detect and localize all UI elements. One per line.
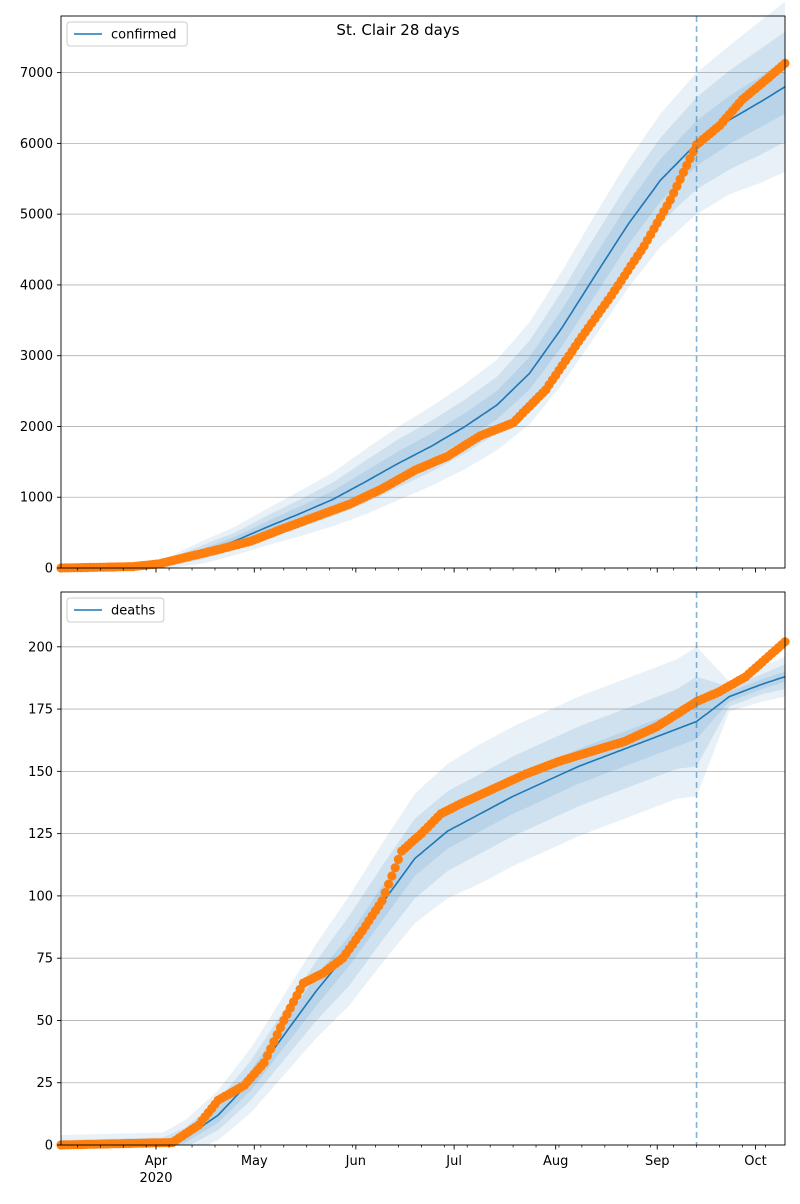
confirmed-observed-points [56,58,790,573]
confirmed-ytick-label: 1000 [20,491,53,506]
deaths-legend-label: deaths [111,604,156,619]
deaths-observed-point [387,871,397,881]
deaths-observed-point [377,896,387,906]
chart-title: St. Clair 28 days [336,21,460,39]
deaths-ytick-label: 200 [28,640,53,655]
deaths-ytick-label: 75 [36,952,53,967]
xtick-label: Apr [145,1154,168,1169]
confirmed-observed-point [682,160,692,171]
deaths-observed-point [272,1030,282,1040]
deaths-ytick-label: 150 [28,765,53,780]
deaths-ytick-label: 175 [28,703,53,718]
confirmed-observed-point [675,174,685,184]
confirmed-ytick-label: 4000 [20,278,53,293]
deaths-observed-point [269,1037,279,1047]
confirmed-observed-point [688,147,698,157]
confirmed-panel: 0 1000 2000 3000 4000 5000 6000 7000 confirmed [20,1,790,577]
xtick-label: May [241,1154,268,1169]
confirmed-ytick-label: 7000 [20,66,53,81]
deaths-panel: 0 25 50 75 100 125 150 175 200 Apr 2020 May Jun Jul Au… [28,591,790,1186]
confirmed-legend-box [66,21,188,47]
deaths-observed-point [384,879,394,889]
xtick-label: Oct [744,1154,766,1169]
deaths-observed-point [390,863,400,873]
xtick-label: Jun [345,1154,366,1169]
confirmed-observed-point [678,167,689,177]
xtick-year-label: 2020 [139,1171,172,1186]
deaths-observed-point [259,1058,269,1068]
deaths-legend: deaths [66,597,165,623]
deaths-ytick-label: 0 [45,1139,53,1154]
confirmed-observed-point [669,188,679,198]
deaths-observed-points [56,637,790,1150]
deaths-ytick-label: 25 [36,1076,53,1091]
xtick-label: Jul [445,1154,462,1169]
confirmed-axes-frame [60,15,786,569]
confirmed-ytick-label: 6000 [20,137,53,152]
deaths-axes-frame [60,591,786,1146]
deaths-band-3 [61,646,785,1145]
deaths-legend-box [66,597,165,623]
deaths-observed-point [380,888,390,898]
confirmed-ytick-label: 3000 [20,349,53,364]
confirmed-band-3 [61,1,785,569]
confirmed-observed-point [665,195,675,205]
deaths-band-2 [61,664,785,1145]
deaths-ytick-label: 50 [36,1014,53,1029]
confirmed-ytick-label: 2000 [20,420,53,435]
deaths-ytick-label: 125 [28,827,53,842]
confirmed-band-1 [61,59,785,569]
deaths-observed-point [393,854,403,865]
confirmed-ytick-label: 0 [45,562,53,577]
confirmed-band-2 [61,31,785,569]
deaths-observed-point [275,1022,286,1033]
confirmed-legend-label: confirmed [111,28,177,43]
confirmed-ytick-label: 5000 [20,208,53,223]
deaths-observed-point [266,1044,276,1054]
confirmed-legend: confirmed [66,21,188,47]
confirmed-observed-point [672,181,682,191]
deaths-observed-point [262,1051,272,1061]
xtick-label: Sep [645,1154,670,1169]
confirmed-observed-point [685,154,695,164]
deaths-ytick-label: 100 [28,889,53,904]
xtick-label: Aug [543,1154,568,1169]
deaths-band-1 [61,671,785,1145]
